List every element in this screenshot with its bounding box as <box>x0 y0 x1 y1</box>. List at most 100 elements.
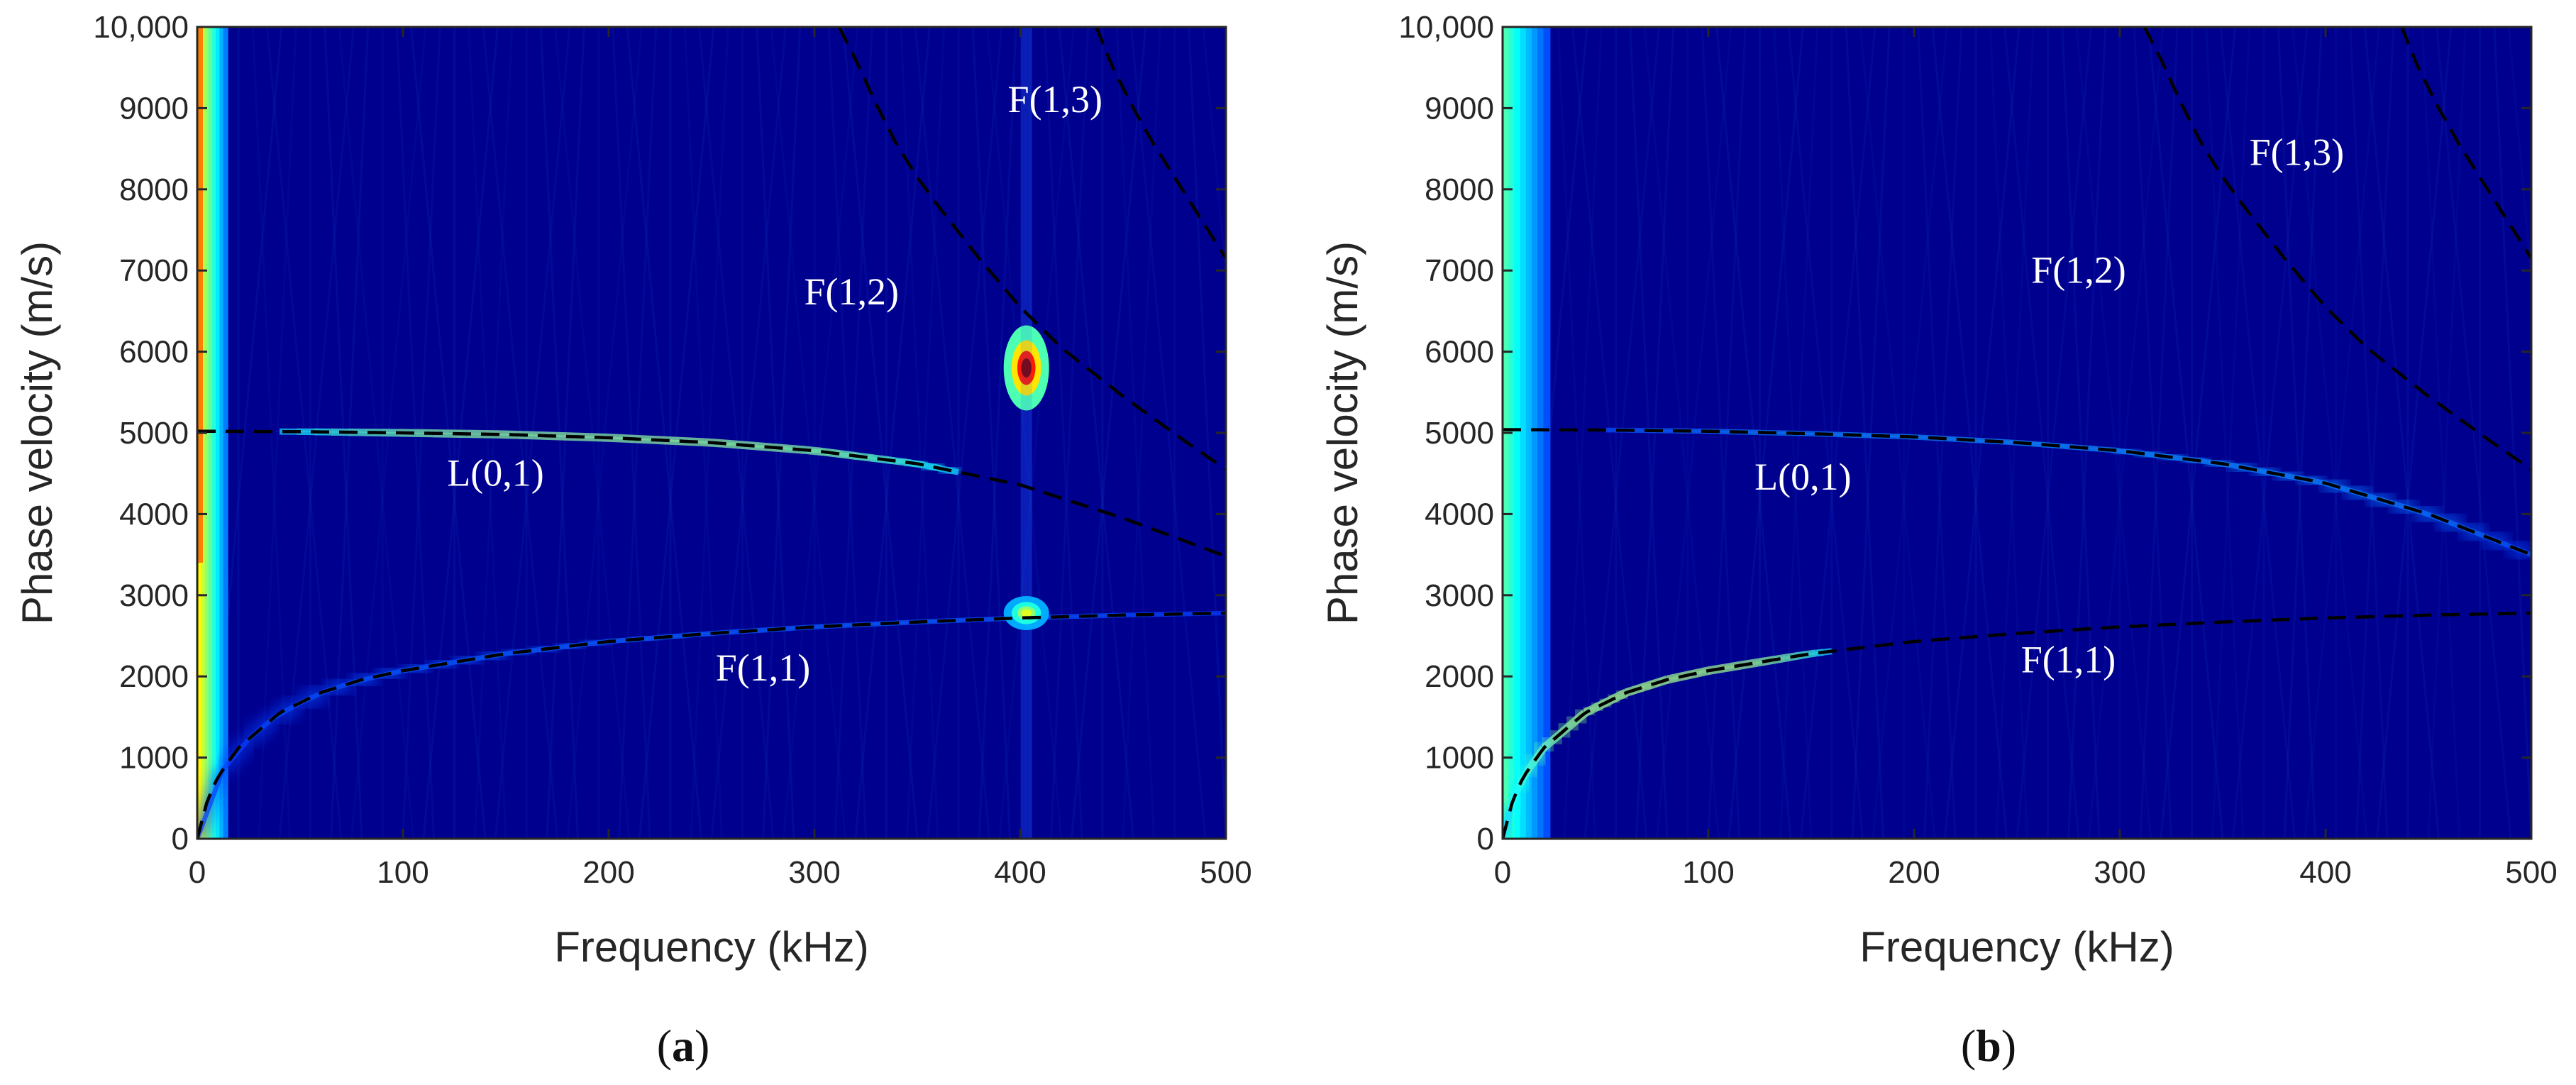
x-tick-label: 500 <box>2505 855 2557 890</box>
noise-streak <box>2147 27 2224 839</box>
caption-letter: a <box>672 1020 695 1071</box>
noise-streak <box>971 27 1011 839</box>
noise-streak <box>2421 27 2460 839</box>
noise-streak <box>2436 27 2512 839</box>
x-axis-title: Frequency (kHz) <box>554 923 868 971</box>
hotspot-streak <box>1020 27 1032 839</box>
mode-label: F(1,2) <box>2031 248 2126 291</box>
noise-streak <box>2160 27 2236 839</box>
energy-band-core <box>1641 681 1652 692</box>
noise-streak <box>827 27 867 839</box>
y-tick-label: 1000 <box>1425 741 1494 776</box>
noise-streak <box>2283 27 2323 839</box>
noise-streak <box>2088 27 2165 839</box>
mode-curve-f12 <box>2143 27 2531 471</box>
noise-streak <box>2292 27 2368 839</box>
x-tick-label: 200 <box>1888 855 1940 890</box>
y-tick-label: 10,000 <box>1398 10 1494 45</box>
mode-curve-f13 <box>2400 27 2531 260</box>
mode-label: F(1,1) <box>2021 638 2116 681</box>
y-axis-title: Phase velocity (m/s) <box>1319 241 1366 624</box>
x-tick-label: 0 <box>189 855 206 890</box>
y-tick-label: 1000 <box>119 741 189 776</box>
mode-label: L(0,1) <box>1754 456 1851 498</box>
hotspot <box>1021 609 1032 617</box>
y-tick-label: 8000 <box>119 172 189 207</box>
x-tick-label: 100 <box>377 855 429 890</box>
noise-streak <box>2277 27 2316 839</box>
y-tick-label: 3000 <box>1425 578 1494 613</box>
noise-streak <box>986 27 1063 839</box>
noise-streak <box>258 27 297 839</box>
y-tick-label: 4000 <box>1425 497 1494 532</box>
noise-streak <box>2075 27 2152 839</box>
noise-streak <box>2493 27 2531 839</box>
y-tick-label: 0 <box>172 822 189 857</box>
caption-close-paren: ) <box>2001 1020 2016 1071</box>
noise-streak <box>2304 27 2380 839</box>
noise-streak <box>1115 27 1155 839</box>
noise-streak <box>1188 27 1226 839</box>
noise-streak <box>978 27 1017 839</box>
y-tick-label: 10,000 <box>93 10 189 45</box>
mode-curve-l01 <box>1503 428 2531 556</box>
noise-streak <box>1058 27 1134 839</box>
low-frequency-band <box>1514 27 1522 839</box>
y-tick-label: 5000 <box>119 416 189 451</box>
low-frequency-band <box>1532 27 1539 839</box>
panel-b: L(0,1) F(1,1) F(1,2) F(1,3) 0 100 200 300 400 500… <box>1319 10 2558 1071</box>
subfigure-caption: (b) <box>1961 1020 2016 1071</box>
energy-band-core <box>1724 662 1734 673</box>
caption-letter: b <box>1976 1020 2001 1071</box>
noise-streak <box>2232 27 2309 839</box>
noise-streak <box>2211 27 2251 839</box>
noise-streak <box>1044 27 1083 839</box>
mode-label: F(1,2) <box>804 270 899 313</box>
x-tick-label: 300 <box>2094 855 2145 890</box>
noise-streak <box>2427 27 2467 839</box>
noise-streak <box>998 27 1075 839</box>
x-tick-label: 300 <box>788 855 840 890</box>
y-tick-label: 6000 <box>1425 335 1494 370</box>
x-tick-label: 500 <box>1200 855 1251 890</box>
x-tick-label: 400 <box>994 855 1046 890</box>
noise-streak <box>1071 27 1147 839</box>
hotspot-streak <box>1020 27 1032 839</box>
x-tick-label: 400 <box>2299 855 2351 890</box>
x-tick-label: 200 <box>582 855 634 890</box>
low-frequency-band <box>216 27 221 839</box>
noise-streak <box>2355 27 2395 839</box>
x-tick-label: 0 <box>1494 855 1511 890</box>
noise-streak <box>1122 27 1161 839</box>
noise-streak <box>2003 27 2080 839</box>
y-tick-label: 4000 <box>119 497 189 532</box>
energy-band-core <box>1781 653 1791 663</box>
noise-streak <box>2219 27 2296 839</box>
mode-label: L(0,1) <box>447 451 543 494</box>
noise-streak <box>1202 27 1226 287</box>
caption-open-paren: ( <box>1961 1020 1976 1071</box>
noise-streak <box>834 27 873 839</box>
panel-a: L(0,1) F(1,1) F(1,2) F(1,3) 0 100 200 300 400 500… <box>13 10 1252 1071</box>
noise-streak <box>1050 27 1090 839</box>
low-frequency-band <box>1520 27 1527 839</box>
y-tick-label: 0 <box>1477 822 1494 857</box>
y-tick-label: 7000 <box>119 253 189 288</box>
noise-streak <box>914 27 990 839</box>
noise-streak <box>2016 27 2092 839</box>
noise-streak <box>842 27 919 839</box>
y-tick-label: 2000 <box>119 659 189 694</box>
noise-streak <box>854 27 931 839</box>
noise-streak <box>1563 27 1603 839</box>
noise-streak <box>2133 27 2172 839</box>
noise-streak <box>783 27 859 839</box>
noise-streak <box>906 27 946 839</box>
noise-streak <box>2363 27 2440 839</box>
mode-curve-f13 <box>1095 27 1226 260</box>
y-tick-label: 7000 <box>1425 253 1494 288</box>
mode-label: F(1,3) <box>1008 78 1103 121</box>
noise-streak <box>2349 27 2389 839</box>
y-tick-label: 2000 <box>1425 659 1494 694</box>
y-axis-title: Phase velocity (m/s) <box>13 241 61 624</box>
y-tick-label: 3000 <box>119 578 189 613</box>
